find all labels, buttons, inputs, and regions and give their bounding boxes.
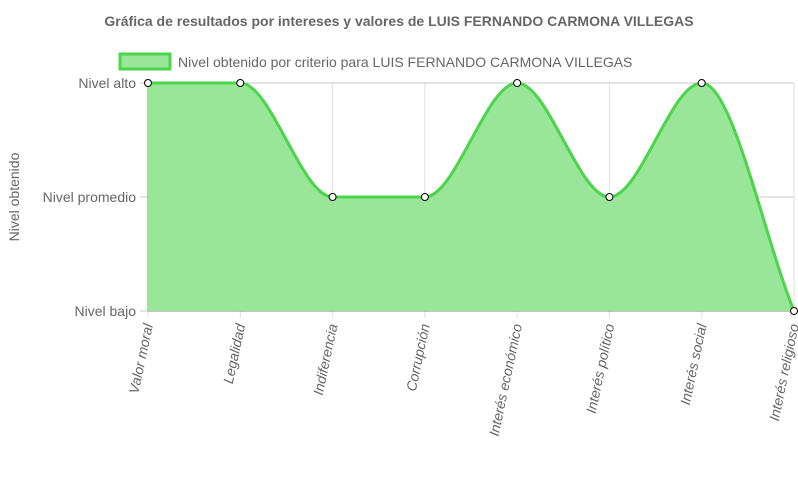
data-point[interactable] <box>790 307 798 315</box>
data-points <box>144 79 798 315</box>
data-point[interactable] <box>328 193 337 201</box>
y-tick-label: Nivel bajo <box>75 303 137 319</box>
x-tick-label: Interés social <box>677 321 710 406</box>
x-tick-label: Valor moral <box>126 321 157 395</box>
data-point[interactable] <box>420 193 429 201</box>
legend-swatch <box>118 52 172 71</box>
x-tick-label: Interés religioso <box>766 322 798 422</box>
x-tick-label: Corrupción <box>403 322 433 393</box>
x-tick-label: Indiferencia <box>310 322 341 396</box>
data-point[interactable] <box>605 193 614 201</box>
x-tick-label: Interés político <box>583 322 618 415</box>
y-axis-title: Nivel obtenido <box>6 152 22 241</box>
chart-title: Gráfica de resultados por intereses y va… <box>104 13 693 29</box>
y-axis-ticks: Nivel bajo Nivel promedio Nivel alto <box>43 75 137 319</box>
legend-label: Nivel obtenido por criterio para LUIS FE… <box>178 54 632 70</box>
data-point[interactable] <box>144 79 152 87</box>
x-tick-label: Legalidad <box>220 321 249 385</box>
x-axis-ticks: Valor moral Legalidad Indiferencia Corrupci… <box>126 321 798 437</box>
legend[interactable]: Nivel obtenido por criterio para LUIS FE… <box>118 52 632 71</box>
data-point[interactable] <box>236 79 245 87</box>
series-area <box>148 81 796 312</box>
data-point[interactable] <box>697 79 706 87</box>
data-point[interactable] <box>513 79 522 87</box>
series-area-fill <box>148 83 794 311</box>
y-tick-label: Nivel alto <box>78 75 136 91</box>
y-tick-label: Nivel promedio <box>43 189 137 205</box>
x-tick-label: Interés económico <box>486 322 525 437</box>
